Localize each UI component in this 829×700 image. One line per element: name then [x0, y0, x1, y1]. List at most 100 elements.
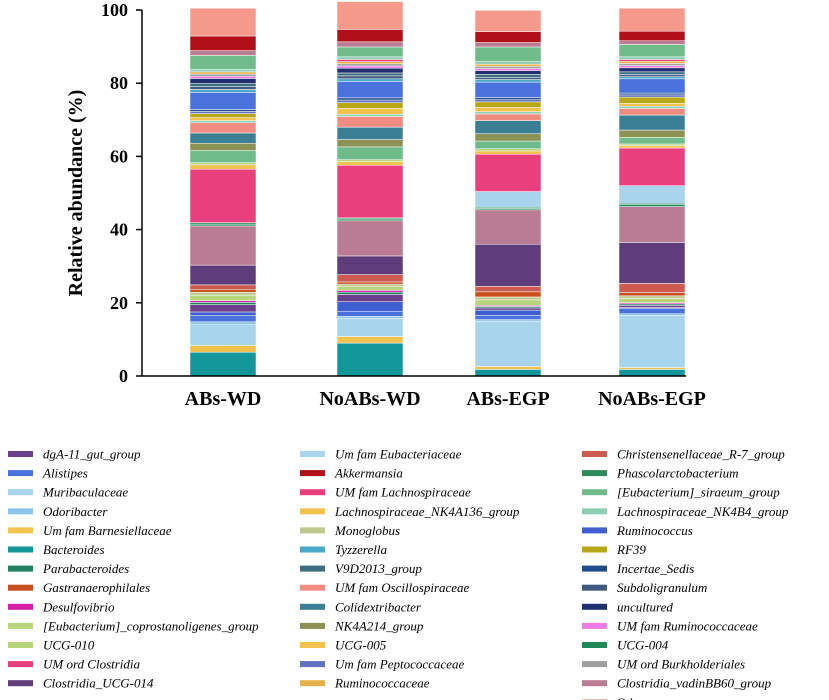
legend-swatch: [8, 603, 33, 610]
legend-item: uncultured: [582, 599, 673, 614]
bar-segment: [336, 139, 404, 148]
legend-label: Gastranaerophilales: [43, 580, 150, 595]
legend-item: UM ord Clostridia: [8, 657, 141, 672]
legend-item: UM fam Ruminococcaceae: [582, 618, 758, 633]
bar-segment: [618, 137, 686, 145]
legend-swatch: [300, 470, 325, 477]
bar-segment: [336, 164, 404, 219]
legend-label: Odoribacter: [43, 504, 108, 519]
legend-label: UM ord Burkholderiales: [617, 657, 745, 672]
bar-segment: [336, 274, 404, 283]
legend-swatch: [300, 489, 325, 496]
bar-segment: [336, 294, 404, 302]
bar-segment: [618, 103, 686, 107]
bar-segment: [618, 56, 686, 60]
bar-segment: [474, 68, 542, 72]
bar-segment: [336, 159, 404, 162]
bar-segment: [618, 298, 686, 304]
legend-item: UCG-010: [8, 638, 95, 653]
bar-segment: [189, 142, 257, 151]
bar-segment: [336, 102, 404, 109]
bar-segment: [336, 255, 404, 275]
bar-segment: [189, 132, 257, 144]
legend-label: Phascolarctobacterium: [616, 466, 739, 481]
legend-item: Other: [582, 695, 647, 700]
bar-segment: [189, 120, 257, 123]
bar-segment: [618, 145, 686, 149]
bar-segment: [474, 77, 542, 80]
legend-label: UCG-010: [43, 638, 95, 653]
legend-label: Parabacteroides: [42, 561, 129, 576]
bar-segment: [618, 204, 686, 207]
bar-segment: [189, 351, 257, 377]
legend-item: Monoglobus: [300, 523, 400, 538]
bar-segment: [336, 126, 404, 140]
legend-swatch: [300, 451, 325, 457]
legend-item: V9D2013_group: [300, 561, 422, 576]
bar-segment: [474, 66, 542, 69]
bar-segment: [474, 307, 542, 311]
bar-segment: [474, 133, 542, 142]
x-tick-label: ABs-EGP: [466, 388, 549, 410]
legend-swatch: [582, 622, 607, 629]
bar-segment: [618, 147, 686, 186]
legend-swatch: [300, 642, 325, 648]
bar-segment: [189, 264, 257, 286]
bar-segment: [474, 61, 542, 65]
bar-segment: [474, 81, 542, 98]
legend-swatch: [8, 680, 33, 687]
y-axis-label: Relative abundance (%): [65, 90, 87, 297]
bar-segment: [336, 56, 404, 60]
bar-segment: [189, 315, 257, 323]
chart-axes: 0 20 40 60 80 100 Relative abundance (%) ABs-WD…: [65, 0, 706, 410]
bar-segment: [618, 305, 686, 308]
bar-segment: [336, 318, 404, 337]
legend-label: Desulfovibrio: [42, 599, 115, 614]
bar-segment: [189, 225, 257, 266]
legend-label: Ruminococcus: [616, 523, 693, 538]
bar-segment: [189, 71, 257, 75]
legend-label: UM fam Oscillospiraceae: [335, 580, 470, 595]
bar-segment: [189, 109, 257, 112]
bar-stack: [618, 7, 686, 377]
bar-segment: [336, 146, 404, 160]
legend-label: Clostridia_vadinBB60_group: [617, 676, 772, 691]
legend-swatch: [8, 642, 33, 648]
x-tick-label: NoABs-WD: [319, 388, 420, 410]
bar-segment: [336, 29, 404, 43]
legend-swatch: [582, 546, 607, 553]
bar-stack: [189, 7, 257, 377]
bar-segment: [336, 65, 404, 69]
bar-segment: [618, 65, 686, 69]
legend-swatch: [582, 565, 607, 572]
bar-segment: [618, 59, 686, 62]
bar-segment: [189, 294, 257, 301]
bar-segment: [618, 206, 686, 243]
bar-segment: [336, 61, 404, 65]
bar-segment: [336, 342, 404, 377]
legend-swatch: [300, 565, 325, 572]
bar-segment: [189, 117, 257, 121]
bar-segment: [474, 97, 542, 100]
bar-segment: [618, 40, 686, 45]
bar-segment: [189, 122, 257, 134]
bar-segment: [474, 42, 542, 48]
legend-item: Parabacteroides: [8, 561, 129, 576]
bar-segment: [189, 83, 257, 87]
legend-label: dgA-11_gut_group: [43, 447, 141, 462]
legend-label: Other: [617, 695, 647, 700]
legend-item: Phascolarctobacterium: [582, 466, 739, 481]
legend-label: uncultured: [617, 599, 673, 614]
bar-segment: [474, 191, 542, 208]
legend-label: Akkermansia: [334, 466, 403, 481]
legend-swatch: [8, 527, 33, 534]
bar-segment: [474, 111, 542, 115]
bar-segment: [189, 69, 257, 73]
bar-segment: [189, 55, 257, 70]
legend-swatch: [300, 680, 325, 687]
bar-segment: [336, 114, 404, 117]
bar-segment: [618, 30, 686, 41]
bar-segment: [189, 324, 257, 346]
bar-segment: [618, 185, 686, 204]
legend-swatch: [300, 661, 325, 668]
